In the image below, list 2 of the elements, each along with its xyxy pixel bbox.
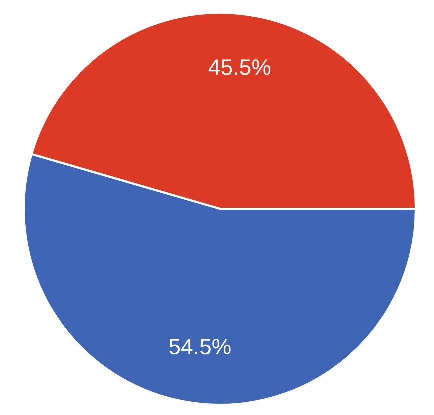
data-label: 54.5% bbox=[170, 339, 231, 355]
data-label: 45.5% bbox=[208, 60, 271, 76]
